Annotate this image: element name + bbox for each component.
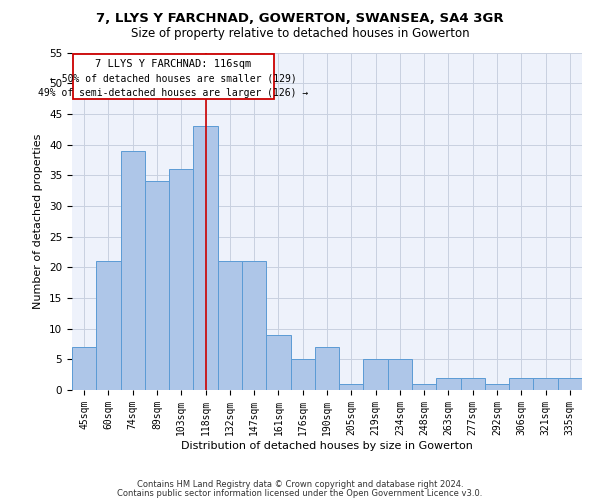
Bar [315,347,339,390]
Bar [364,360,388,390]
Bar [509,378,533,390]
Bar [485,384,509,390]
Text: ← 50% of detached houses are smaller (129): ← 50% of detached houses are smaller (12… [50,74,297,84]
Bar [558,378,582,390]
Bar [290,360,315,390]
Bar [145,182,169,390]
Text: Contains public sector information licensed under the Open Government Licence v3: Contains public sector information licen… [118,488,482,498]
Text: 7, LLYS Y FARCHNAD, GOWERTON, SWANSEA, SA4 3GR: 7, LLYS Y FARCHNAD, GOWERTON, SWANSEA, S… [96,12,504,26]
Bar [461,378,485,390]
Bar [72,347,96,390]
Y-axis label: Number of detached properties: Number of detached properties [34,134,43,309]
Bar [218,261,242,390]
Bar [121,150,145,390]
Bar [96,261,121,390]
Bar [339,384,364,390]
Bar [73,54,274,98]
Bar [412,384,436,390]
X-axis label: Distribution of detached houses by size in Gowerton: Distribution of detached houses by size … [181,440,473,450]
Bar [169,169,193,390]
Bar [436,378,461,390]
Bar [242,261,266,390]
Bar [193,126,218,390]
Text: Contains HM Land Registry data © Crown copyright and database right 2024.: Contains HM Land Registry data © Crown c… [137,480,463,489]
Bar [388,360,412,390]
Bar [266,335,290,390]
Text: 49% of semi-detached houses are larger (126) →: 49% of semi-detached houses are larger (… [38,88,308,98]
Bar [533,378,558,390]
Text: Size of property relative to detached houses in Gowerton: Size of property relative to detached ho… [131,28,469,40]
Text: 7 LLYS Y FARCHNAD: 116sqm: 7 LLYS Y FARCHNAD: 116sqm [95,58,251,68]
